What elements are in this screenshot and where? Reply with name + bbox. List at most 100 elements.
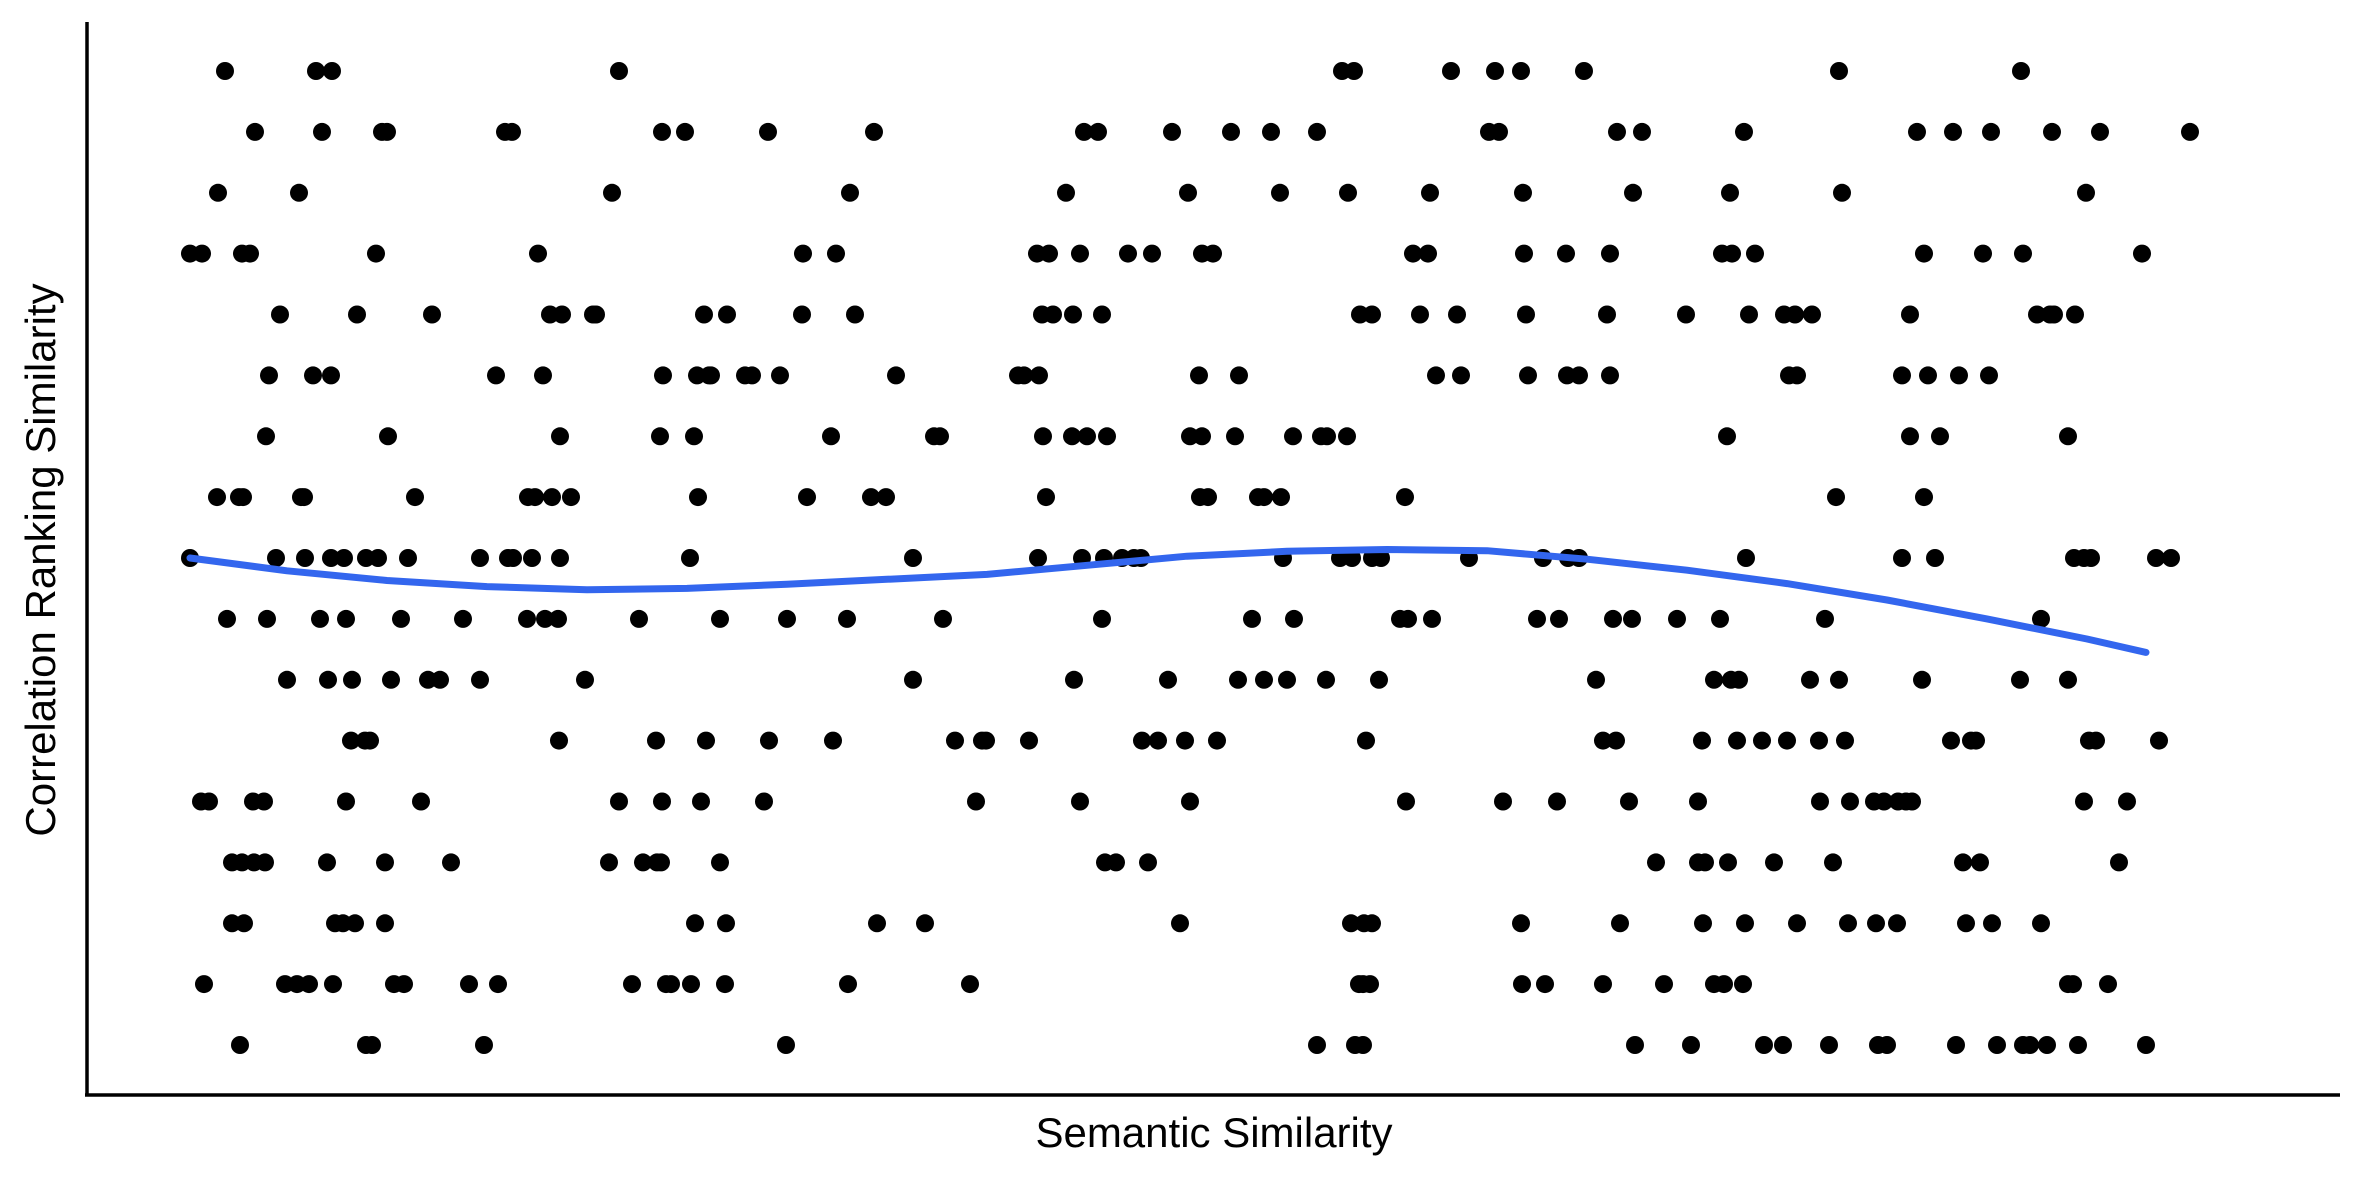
data-point <box>1421 183 1439 202</box>
data-point <box>376 853 394 872</box>
data-point <box>1339 183 1357 202</box>
data-point <box>692 792 710 811</box>
data-point <box>1199 488 1217 507</box>
data-point <box>2082 549 2100 567</box>
data-point <box>1736 914 1754 933</box>
data-point <box>904 549 922 567</box>
data-point <box>260 366 278 385</box>
data-point <box>2043 122 2061 141</box>
data-point <box>392 609 410 628</box>
data-point <box>1514 183 1532 202</box>
data-point <box>946 731 964 750</box>
data-point <box>553 305 571 324</box>
data-point <box>1734 975 1752 994</box>
data-point <box>793 305 811 324</box>
data-point <box>518 609 536 628</box>
data-point <box>1448 305 1466 324</box>
data-point <box>1740 305 1758 324</box>
data-point <box>246 122 264 141</box>
data-point <box>1093 609 1111 628</box>
data-point <box>1119 244 1137 263</box>
data-point <box>2091 122 2109 141</box>
data-point <box>1093 305 1111 324</box>
data-point <box>846 305 864 324</box>
data-point <box>1901 305 1919 324</box>
data-point <box>1512 62 1530 80</box>
data-point <box>1786 305 1804 324</box>
data-point <box>1419 244 1437 263</box>
data-point <box>711 853 729 872</box>
data-point <box>1705 670 1723 689</box>
data-point <box>827 244 845 263</box>
data-point <box>1893 366 1911 385</box>
data-point <box>1718 427 1736 446</box>
data-point <box>1149 731 1167 750</box>
data-point <box>1255 488 1273 507</box>
data-point <box>1723 244 1741 263</box>
data-point <box>1604 609 1622 628</box>
data-point <box>1931 427 1949 446</box>
data-point <box>1947 1036 1965 1054</box>
data-point <box>1753 731 1771 750</box>
data-point <box>2069 1036 2087 1054</box>
data-point <box>1452 366 1470 385</box>
data-point <box>2181 122 2199 141</box>
data-point <box>877 488 895 507</box>
data-point <box>697 731 715 750</box>
data-point <box>2014 244 2032 263</box>
data-point <box>1711 609 1729 628</box>
data-point <box>1788 366 1806 385</box>
data-point <box>1839 914 1857 933</box>
data-point <box>454 609 472 628</box>
data-point <box>1778 731 1796 750</box>
data-point <box>361 731 379 750</box>
data-point <box>1875 792 1893 811</box>
data-point <box>208 488 226 507</box>
data-point <box>1519 366 1537 385</box>
data-point <box>1548 792 1566 811</box>
data-point <box>1696 853 1714 872</box>
data-point <box>711 609 729 628</box>
data-point <box>2059 670 2077 689</box>
data-point <box>755 792 773 811</box>
data-point <box>2087 731 2105 750</box>
data-point <box>1044 305 1062 324</box>
data-point <box>1587 670 1605 689</box>
data-point <box>195 975 213 994</box>
data-point <box>1230 366 1248 385</box>
data-point <box>348 305 366 324</box>
data-point <box>1594 975 1612 994</box>
data-point <box>931 427 949 446</box>
data-point <box>2059 427 2077 446</box>
data-point <box>337 609 355 628</box>
data-point <box>676 122 694 141</box>
x-axis-title: Semantic Similarity <box>1035 1109 1392 1156</box>
data-point <box>904 670 922 689</box>
data-point <box>209 183 227 202</box>
data-point <box>216 62 234 80</box>
data-point <box>1040 244 1058 263</box>
data-point <box>235 914 253 933</box>
data-point <box>610 62 628 80</box>
data-point <box>1827 488 1845 507</box>
data-point <box>378 122 396 141</box>
data-point <box>1308 122 1326 141</box>
data-point <box>363 1036 381 1054</box>
data-point <box>1836 731 1854 750</box>
data-point <box>2110 853 2128 872</box>
data-point <box>1833 183 1851 202</box>
data-point <box>1034 427 1052 446</box>
data-point <box>337 792 355 811</box>
data-point <box>1944 122 1962 141</box>
data-point <box>1357 731 1375 750</box>
data-point <box>256 853 274 872</box>
data-point <box>487 366 505 385</box>
data-point <box>1423 609 1441 628</box>
data-point <box>652 853 670 872</box>
data-point <box>1528 609 1546 628</box>
data-point <box>218 609 236 628</box>
data-point <box>1607 731 1625 750</box>
data-point <box>1765 853 1783 872</box>
data-point <box>1515 244 1533 263</box>
data-point <box>549 609 567 628</box>
